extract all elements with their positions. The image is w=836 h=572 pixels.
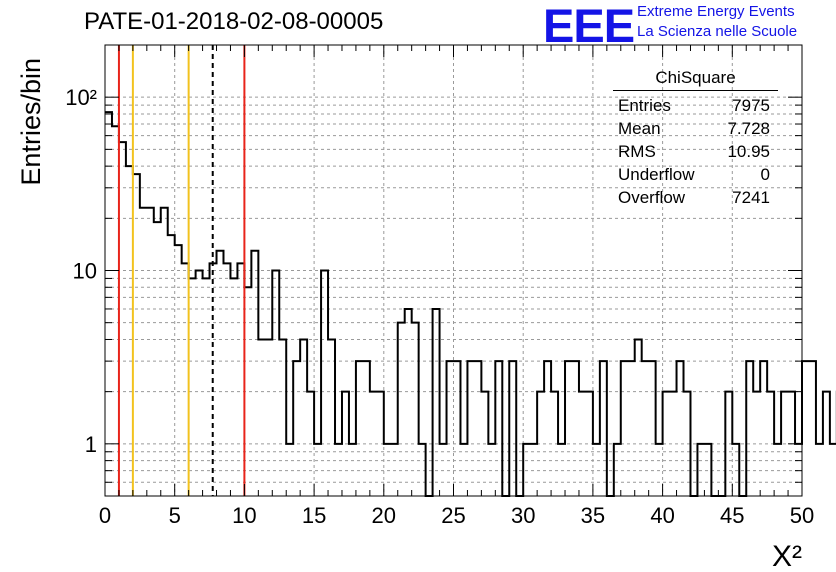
x-tick-label: 5 — [169, 503, 181, 528]
x-tick-label: 40 — [650, 503, 674, 528]
stats-value: 7975 — [732, 96, 770, 115]
x-tick-label: 10 — [232, 503, 256, 528]
x-tick-labels: 0 5 10 15 20 25 30 35 40 45 50 — [99, 503, 814, 528]
y-tick-labels: 1 10 10² — [65, 85, 97, 457]
y-tick-label: 10² — [65, 85, 97, 110]
axis-ticks — [104, 44, 803, 497]
stats-row: Overflow 7241 — [613, 186, 778, 209]
x-tick-label: 15 — [302, 503, 326, 528]
stats-row: RMS 10.95 — [613, 140, 778, 163]
logo-line-1: Extreme Energy Events — [637, 3, 795, 20]
y-tick-label: 10 — [73, 259, 97, 284]
stats-value: 10.95 — [727, 142, 770, 161]
eee-logo-icon: EEE — [543, 0, 635, 52]
x-tick-label: 0 — [99, 503, 111, 528]
stats-row: Entries 7975 — [613, 94, 778, 117]
logo-subtitle: Extreme Energy Events La Scienza nelle S… — [637, 2, 797, 42]
stats-value: 7241 — [732, 188, 770, 207]
logo-line-2: La Scienza nelle Scuole — [637, 23, 798, 40]
stats-row: Underflow 0 — [613, 163, 778, 186]
x-tick-label: 25 — [441, 503, 465, 528]
stats-row: Mean 7.728 — [613, 117, 778, 140]
y-axis-label: Entries/bin — [16, 58, 46, 186]
x-tick-label: 30 — [511, 503, 535, 528]
x-tick-label: 45 — [720, 503, 744, 528]
stats-label: RMS — [618, 142, 656, 161]
histogram-line — [105, 111, 836, 497]
x-tick-label: 20 — [372, 503, 396, 528]
stats-title: ChiSquare — [613, 68, 778, 91]
stats-box: ChiSquare Entries 7975 Mean 7.728 RMS 10… — [613, 68, 778, 209]
vertical-markers — [117, 45, 246, 496]
y-tick-label: 1 — [85, 432, 97, 457]
x-axis-label: X² — [772, 540, 802, 572]
stats-value: 7.728 — [727, 119, 770, 138]
stats-label: Entries — [618, 96, 671, 115]
x-tick-label: 50 — [790, 503, 814, 528]
stats-label: Mean — [618, 119, 661, 138]
stats-label: Overflow — [618, 188, 686, 207]
stats-label: Underflow — [618, 165, 695, 184]
page-title: PATE-01-2018-02-08-00005 — [84, 8, 384, 35]
stats-value: 0 — [760, 165, 770, 184]
x-tick-label: 35 — [581, 503, 605, 528]
histogram-series — [105, 111, 836, 497]
